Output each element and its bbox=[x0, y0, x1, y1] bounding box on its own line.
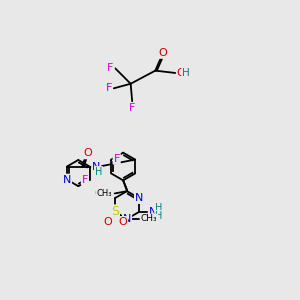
Text: O: O bbox=[103, 217, 112, 227]
Text: H: H bbox=[95, 167, 102, 177]
Text: H: H bbox=[182, 68, 190, 78]
Text: N: N bbox=[63, 175, 71, 184]
Text: F: F bbox=[113, 154, 120, 164]
Text: F: F bbox=[106, 83, 112, 93]
Text: F: F bbox=[129, 103, 135, 113]
Text: N: N bbox=[123, 214, 131, 224]
Text: O: O bbox=[177, 68, 186, 78]
Text: S: S bbox=[111, 206, 119, 218]
Text: N: N bbox=[149, 207, 157, 217]
Text: N: N bbox=[92, 161, 100, 172]
Text: CH₃: CH₃ bbox=[96, 189, 112, 198]
Text: H: H bbox=[155, 211, 163, 221]
Text: F: F bbox=[107, 63, 114, 73]
Text: O: O bbox=[118, 217, 127, 227]
Text: N: N bbox=[135, 193, 143, 203]
Text: F: F bbox=[82, 175, 88, 184]
Text: CH₃: CH₃ bbox=[141, 214, 158, 224]
Text: CH₃: CH₃ bbox=[95, 189, 112, 198]
Text: O: O bbox=[83, 148, 92, 158]
Text: O: O bbox=[159, 48, 167, 58]
Text: H: H bbox=[155, 203, 163, 213]
